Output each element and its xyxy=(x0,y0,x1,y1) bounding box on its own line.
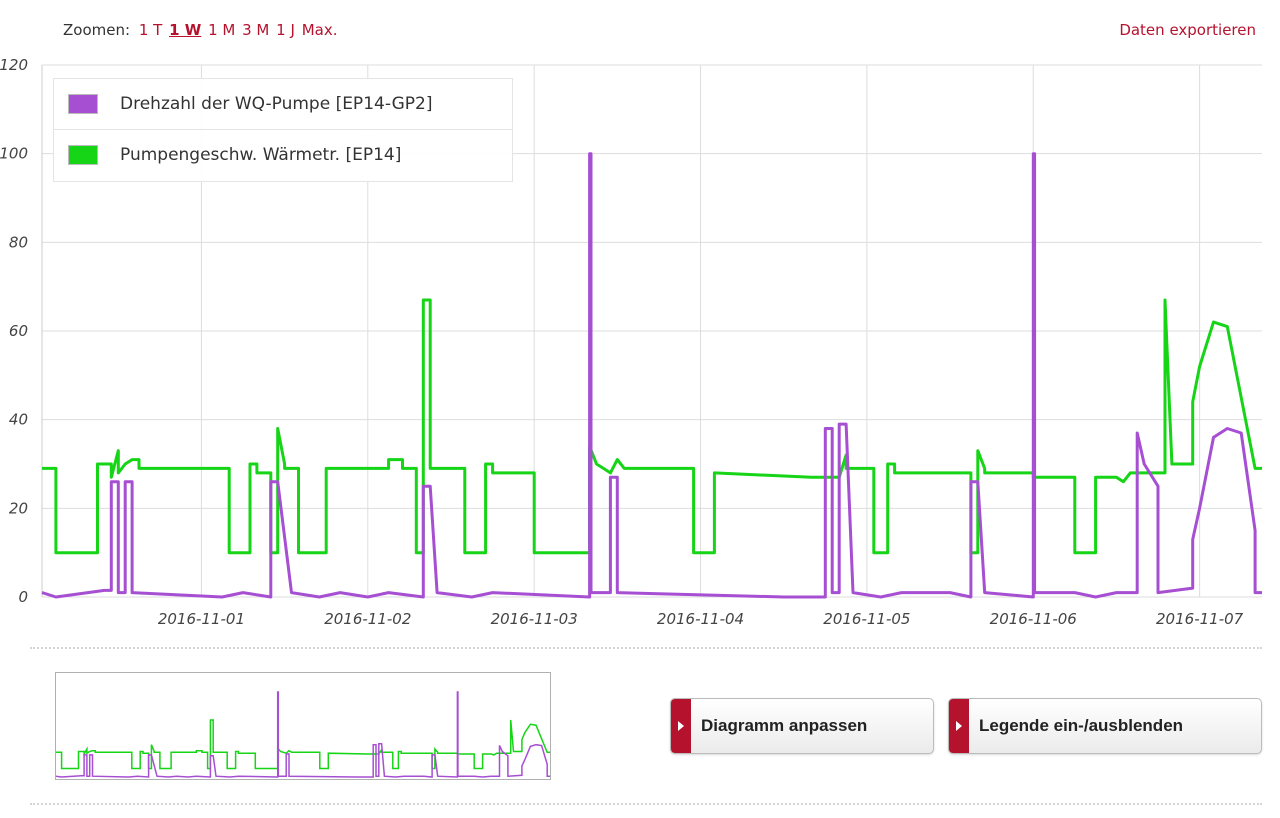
series-line-heat-transfer xyxy=(42,298,1262,555)
zoom-control: Zoomen: 1 T 1 W 1 M 3 M 1 J Max. xyxy=(63,21,339,39)
x-tick-label: 2016-11-07 xyxy=(1156,610,1244,628)
legend-swatch-purple xyxy=(68,94,98,114)
overview-line-heat-transfer xyxy=(56,719,550,770)
y-tick-label: 100 xyxy=(0,145,28,163)
x-tick-label: 2016-11-05 xyxy=(823,610,910,628)
toggle-legend-label: Legende ein-/ausblenden xyxy=(979,716,1184,735)
overview-navigator[interactable] xyxy=(55,672,551,780)
legend-item-pump-speed[interactable]: Drehzahl der WQ-Pumpe [EP14-GP2] xyxy=(54,79,512,130)
legend-swatch-green xyxy=(68,145,98,165)
chart-toolbar: Zoomen: 1 T 1 W 1 M 3 M 1 J Max. Daten e… xyxy=(0,0,1280,60)
legend-label: Drehzahl der WQ-Pumpe [EP14-GP2] xyxy=(120,94,433,114)
divider xyxy=(30,803,1262,805)
export-data-link[interactable]: Daten exportieren xyxy=(1119,21,1256,39)
y-tick-label: 0 xyxy=(18,588,28,606)
zoom-label: Zoomen: xyxy=(63,21,131,39)
toggle-legend-button[interactable]: Legende ein-/ausblenden xyxy=(948,698,1262,754)
y-tick-label: 60 xyxy=(9,322,28,340)
x-tick-label: 2016-11-03 xyxy=(491,610,578,628)
y-tick-label: 80 xyxy=(9,233,28,251)
arrow-right-icon xyxy=(949,699,969,753)
arrow-right-icon xyxy=(671,699,691,753)
adjust-chart-button[interactable]: Diagramm anpassen xyxy=(670,698,934,754)
adjust-chart-label: Diagramm anpassen xyxy=(701,716,868,735)
x-tick-label: 2016-11-06 xyxy=(990,610,1077,628)
x-tick-label: 2016-11-02 xyxy=(324,610,411,628)
legend-label: Pumpengeschw. Wärmetr. [EP14] xyxy=(120,145,402,165)
x-tick-label: 2016-11-01 xyxy=(158,610,245,628)
zoom-1-year[interactable]: 1 J xyxy=(276,21,295,39)
overview-line-pump-speed xyxy=(55,691,550,778)
divider xyxy=(30,647,1262,649)
zoom-1-week[interactable]: 1 W xyxy=(169,21,202,39)
overview-frame xyxy=(55,672,551,780)
legend-item-heat-transfer[interactable]: Pumpengeschw. Wärmetr. [EP14] xyxy=(54,130,512,180)
zoom-1-month[interactable]: 1 M xyxy=(208,21,236,39)
zoom-3-months[interactable]: 3 M xyxy=(242,21,270,39)
x-tick-label: 2016-11-04 xyxy=(657,610,744,628)
series-line-pump-speed xyxy=(41,152,1262,599)
y-tick-label: 20 xyxy=(9,499,28,517)
zoom-1-day[interactable]: 1 T xyxy=(138,21,163,39)
zoom-max[interactable]: Max. xyxy=(301,21,338,39)
y-tick-label: 120 xyxy=(0,56,28,74)
chart-legend: Drehzahl der WQ-Pumpe [EP14-GP2] Pumpeng… xyxy=(53,78,513,182)
y-tick-label: 40 xyxy=(9,411,28,429)
